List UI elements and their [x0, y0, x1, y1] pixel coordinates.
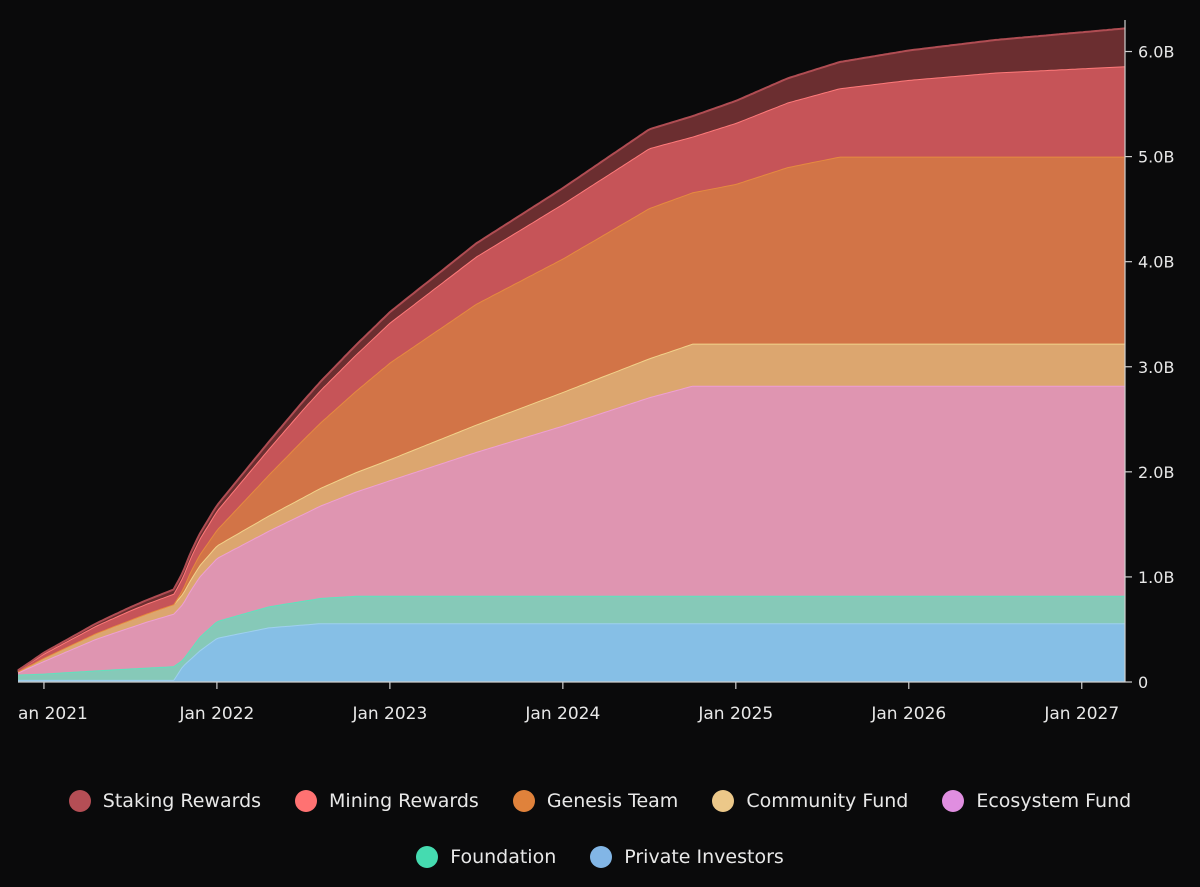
x-tick-label: an 2021	[18, 704, 88, 724]
legend-swatch-staking-rewards	[68, 790, 91, 812]
legend-item-staking-rewards[interactable]: Staking Rewards	[68, 790, 262, 812]
legend-item-mining-rewards[interactable]: Mining Rewards	[295, 790, 479, 812]
y-tick-label: 3.0B	[1138, 358, 1174, 377]
legend-item-private-investors[interactable]: Private Investors	[590, 846, 784, 868]
area-foundation	[18, 595, 1125, 680]
legend-label-community-fund: Community Fund	[746, 790, 909, 812]
legend-label-genesis-team: Genesis Team	[546, 790, 679, 812]
x-tick-label: Jan 2025	[697, 704, 773, 724]
area-mining-rewards	[18, 66, 1125, 672]
x-tick-label: Jan 2024	[524, 704, 600, 724]
legend-item-ecosystem-fund[interactable]: Ecosystem Fund	[942, 790, 1131, 812]
x-tick-label: Jan 2027	[1043, 704, 1119, 724]
legend-row-1: Staking Rewards Mining Rewards Genesis T…	[0, 790, 1200, 812]
y-tick-label: 5.0B	[1138, 148, 1174, 167]
legend-label-staking-rewards: Staking Rewards	[102, 790, 262, 812]
legend-swatch-genesis-team	[512, 790, 535, 812]
y-tick-label: 1.0B	[1138, 568, 1174, 587]
x-tick-label: Jan 2023	[351, 704, 427, 724]
legend-swatch-private-investors	[590, 846, 613, 868]
area-genesis-team	[18, 156, 1125, 672]
y-tick-label: 0	[1138, 673, 1148, 692]
y-tick-label: 6.0B	[1138, 43, 1174, 62]
legend-label-foundation: Foundation	[450, 846, 557, 868]
y-axis: 0 1.0B 2.0B 3.0B 4.0B 5.0B 6.0B	[1124, 20, 1174, 692]
area-community-fund	[18, 343, 1125, 673]
legend-swatch-foundation	[416, 846, 439, 868]
y-tick-label: 2.0B	[1138, 463, 1174, 482]
legend-label-private-investors: Private Investors	[624, 846, 784, 868]
legend-swatch-community-fund	[712, 790, 735, 812]
x-axis: an 2021 Jan 2022 Jan 2023 Jan 2024 Jan 2025 J…	[18, 681, 1125, 724]
legend-item-community-fund[interactable]: Community Fund	[712, 790, 908, 812]
area-private-investors	[18, 623, 1125, 682]
legend-item-foundation[interactable]: Foundation	[416, 846, 556, 868]
legend-swatch-mining-rewards	[295, 790, 318, 812]
legend-label-mining-rewards: Mining Rewards	[329, 790, 479, 812]
series-areas	[17, 27, 1126, 682]
legend-item-genesis-team[interactable]: Genesis Team	[512, 790, 679, 812]
x-tick-label: Jan 2022	[178, 704, 254, 724]
line-staking-rewards	[17, 27, 1126, 672]
area-ecosystem-fund	[18, 385, 1125, 675]
legend-swatch-ecosystem-fund	[942, 790, 965, 812]
y-tick-label: 4.0B	[1138, 253, 1174, 272]
legend-row-2: Foundation Private Investors	[0, 846, 1200, 868]
legend-label-ecosystem-fund: Ecosystem Fund	[976, 790, 1132, 812]
x-tick-label: Jan 2026	[870, 704, 946, 724]
